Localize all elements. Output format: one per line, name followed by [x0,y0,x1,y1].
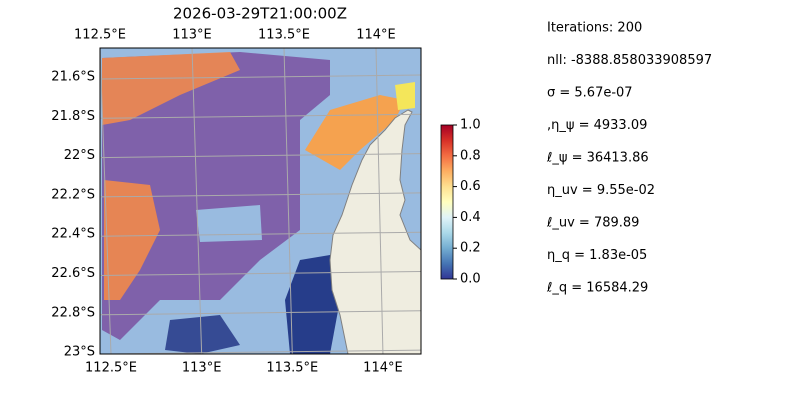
colorbar-tick-label: 1.0 [460,118,481,133]
y-tick-label: 21.8°S [51,109,95,124]
grid-line [100,271,421,276]
x-tick-label-bottom: 113.5°E [266,361,318,376]
x-tick-label-top: 113.5°E [258,28,310,43]
colorbar-tick-label: 0.2 [460,241,481,256]
field-dark-blue-south [165,315,240,354]
colorbar-tick-label: 0.4 [460,210,481,225]
info-line: η_uv = 9.55e-02 [547,183,655,198]
grid-line [100,113,421,119]
info-line: nll: -8388.858033908597 [547,53,712,68]
colorbar-tick-label: 0.6 [460,179,481,194]
y-tick-label: 22°S [64,148,95,163]
grid-line [100,74,421,80]
x-tick-label-top: 114°E [356,28,396,43]
grid-line [100,48,112,354]
grid-line [191,48,203,354]
info-line: ℓ_ψ = 36413.86 [546,151,649,166]
x-tick-label-bottom: 113°E [182,361,222,376]
title: 2026-03-29T21:00:00Z [173,5,347,23]
grid-line [100,349,421,354]
field-orange-north [102,52,240,125]
grid-line [100,192,421,198]
colorbar [440,124,454,280]
info-line: ℓ_uv = 789.89 [546,216,639,231]
field-orange-east [305,95,405,170]
field-orange-west [104,180,160,300]
x-tick-label-top: 113°E [172,28,212,43]
colorbar-tick-label: 0.0 [460,272,481,287]
info-line: η_q = 1.83e-05 [547,248,647,263]
x-tick-label-bottom: 112.5°E [85,361,137,376]
grid-line [283,48,293,354]
info-line: ℓ_q = 16584.29 [546,281,648,296]
colorbar-tick-label: 0.8 [460,148,481,163]
grid-line [375,48,384,354]
y-tick-label: 22.8°S [51,305,95,320]
field-dark-blue [285,255,340,354]
field-purple [102,52,330,340]
y-tick-label: 23°S [64,345,95,360]
y-tick-label: 22.6°S [51,266,95,281]
x-tick-label-top: 112.5°E [74,28,126,43]
x-tick-label-bottom: 114°E [363,361,403,376]
ocean-patch [196,205,262,242]
field-yellow [395,82,415,110]
grid-line [100,153,421,159]
info-line: ,η_ψ = 4933.09 [547,118,647,133]
map-area [100,48,421,354]
y-tick-label: 21.6°S [51,70,95,85]
grid-line [100,310,421,316]
y-tick-label: 22.4°S [51,227,95,242]
info-line: σ = 5.67e-07 [547,86,633,101]
info-line: Iterations: 200 [547,21,642,36]
land [329,109,421,354]
grid-line [100,231,421,237]
map-frame [99,47,422,355]
y-tick-label: 22.2°S [51,187,95,202]
